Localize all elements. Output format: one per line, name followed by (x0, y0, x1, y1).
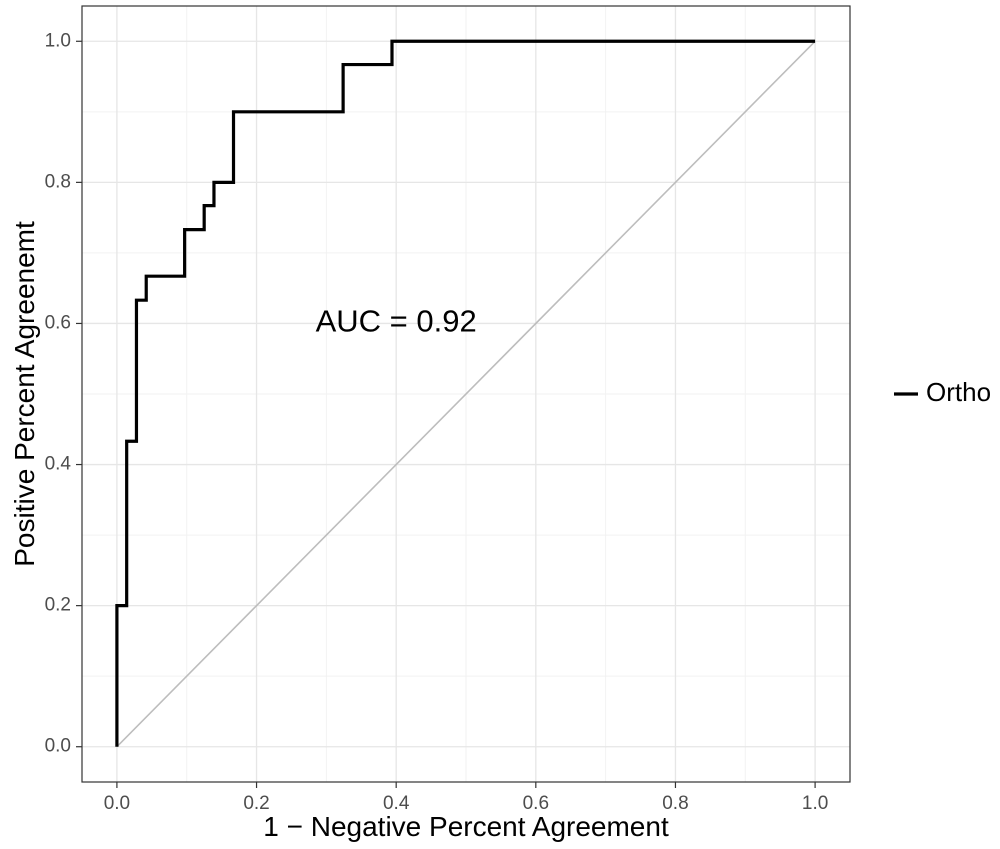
y-tick-label: 0.4 (45, 454, 72, 475)
panel-border (81, 5, 851, 783)
x-axis-ticks: 0.0 0.2 0.4 0.6 0.8 1.0 (104, 782, 828, 814)
reference-diagonal-line (116, 40, 816, 748)
y-tick-label: 0.6 (45, 312, 71, 333)
y-tick-label: 0.8 (45, 171, 71, 192)
series-layer (115, 39, 816, 747)
x-tick-label: 0.6 (523, 793, 549, 814)
minor-gridlines (82, 6, 850, 782)
y-tick-label: 0.0 (45, 736, 71, 757)
x-tick-label: 1.0 (802, 793, 828, 814)
x-tick-label: 0.8 (662, 793, 688, 814)
y-axis-label: Positive Percent Agreenemt (9, 221, 40, 567)
y-axis-ticks: 0.0 0.2 0.4 0.6 0.8 1.0 (45, 30, 82, 757)
auc-annotation: AUC = 0.92 (316, 304, 477, 339)
legend-label-ortho: Ortho (926, 377, 991, 407)
x-axis-label: 1 − Negative Percent Agreement (263, 811, 669, 842)
legend: Ortho (894, 377, 991, 407)
x-tick-label: 0.0 (104, 793, 130, 814)
y-tick-label: 0.2 (45, 595, 71, 616)
reference-layer (116, 40, 816, 748)
x-tick-label: 0.2 (243, 793, 269, 814)
x-tick-label: 0.4 (383, 793, 410, 814)
series-line-ortho (115, 39, 816, 747)
y-tick-label: 1.0 (45, 30, 71, 51)
